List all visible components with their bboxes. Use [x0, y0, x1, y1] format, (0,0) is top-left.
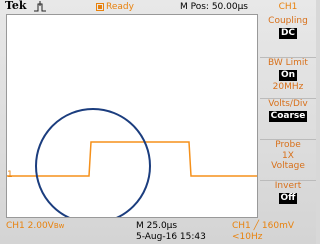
trigger: CH1 ╱ 160mV: [232, 221, 294, 231]
menu-label: Invert: [260, 181, 316, 192]
menu-detail: 1X: [260, 151, 316, 161]
brand: Tek: [5, 1, 27, 11]
menu-value-row: DC: [260, 27, 316, 40]
menu-value-row: Coarse: [260, 110, 316, 123]
menu-value: Off: [279, 193, 298, 204]
menu-value-row: Off: [260, 192, 316, 205]
menu-detail: 20MHz: [260, 82, 316, 92]
status: Ready: [106, 2, 134, 12]
menu-label: Coupling: [260, 16, 316, 27]
status-icon: [96, 3, 104, 11]
menu-detail: Voltage: [260, 161, 316, 171]
highlight-circle: [36, 109, 150, 217]
oscilloscope-screen: Tek Ready M Pos: 50.00µs CH1 1 CouplingD…: [0, 0, 316, 244]
menu-value-row: On: [260, 69, 316, 82]
waveform-trace: [7, 142, 257, 176]
waveform-area: 1: [6, 14, 258, 218]
position: M Pos: 50.00µs: [180, 2, 248, 12]
menu-label: BW Limit: [260, 58, 316, 69]
channel-marker: 1: [7, 170, 13, 180]
menu-value: On: [279, 70, 297, 81]
bw-symbol: Bw: [54, 222, 65, 230]
menu-value: DC: [279, 28, 297, 39]
trigger-icon: [33, 1, 51, 13]
menu-value: Coarse: [269, 111, 308, 122]
timebase: M 25.0µs: [136, 221, 177, 231]
menu-label: Probe: [260, 140, 316, 151]
ch1-scale-text: CH1 2.00V: [6, 221, 54, 231]
menu-channel: CH1: [260, 2, 316, 12]
date: 5-Aug-16 15:43: [136, 232, 206, 242]
ch1-scale: CH1 2.00VBw: [6, 221, 64, 231]
frequency: <10Hz: [232, 232, 263, 242]
menu-label: Volts/Div: [260, 99, 316, 110]
waveform-display: [7, 15, 257, 217]
